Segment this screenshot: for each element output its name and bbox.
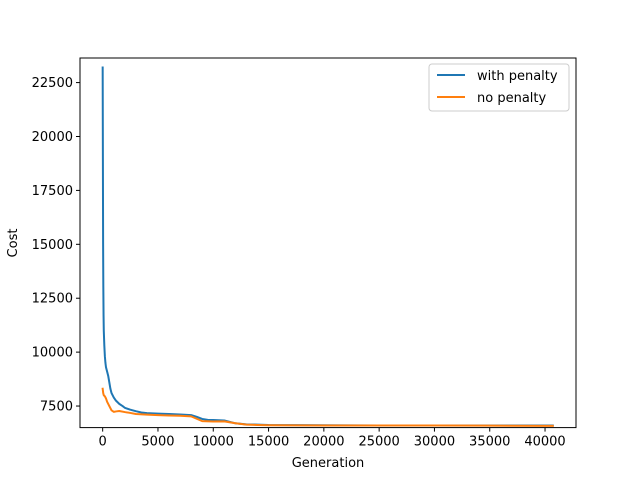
x-tick-label: 0 [99,435,107,450]
legend-label-with-penalty: with penalty [477,69,558,84]
y-axis-label: Cost [6,229,21,258]
y-tick-label: 7500 [40,400,73,415]
series-line-with-penalty [103,67,553,425]
x-tick-label: 10000 [193,435,234,450]
y-tick-label: 17500 [32,184,73,199]
y-tick-label: 22500 [32,76,73,91]
axes-frame [80,58,576,428]
x-tick-label: 20000 [303,435,344,450]
series-line-no-penalty [103,389,553,426]
x-tick-label: 15000 [248,435,289,450]
plot-lines [103,67,553,425]
x-axis-ticks: 0 5000 10000 15000 20000 25000 30000 35000 40000 [99,428,566,450]
x-tick-label: 30000 [414,435,455,450]
y-tick-label: 10000 [32,346,73,361]
x-tick-label: 25000 [358,435,399,450]
x-tick-label: 35000 [469,435,510,450]
x-tick-label: 40000 [524,435,565,450]
y-axis-ticks: 7500 10000 12500 15000 17500 20000 22500 [32,76,80,414]
x-tick-label: 5000 [141,435,174,450]
y-tick-label: 15000 [32,238,73,253]
legend-label-no-penalty: no penalty [477,91,546,106]
x-axis-label: Generation [292,456,365,471]
legend: with penalty no penalty [429,64,569,111]
y-tick-label: 20000 [32,130,73,145]
y-tick-label: 12500 [32,292,73,307]
